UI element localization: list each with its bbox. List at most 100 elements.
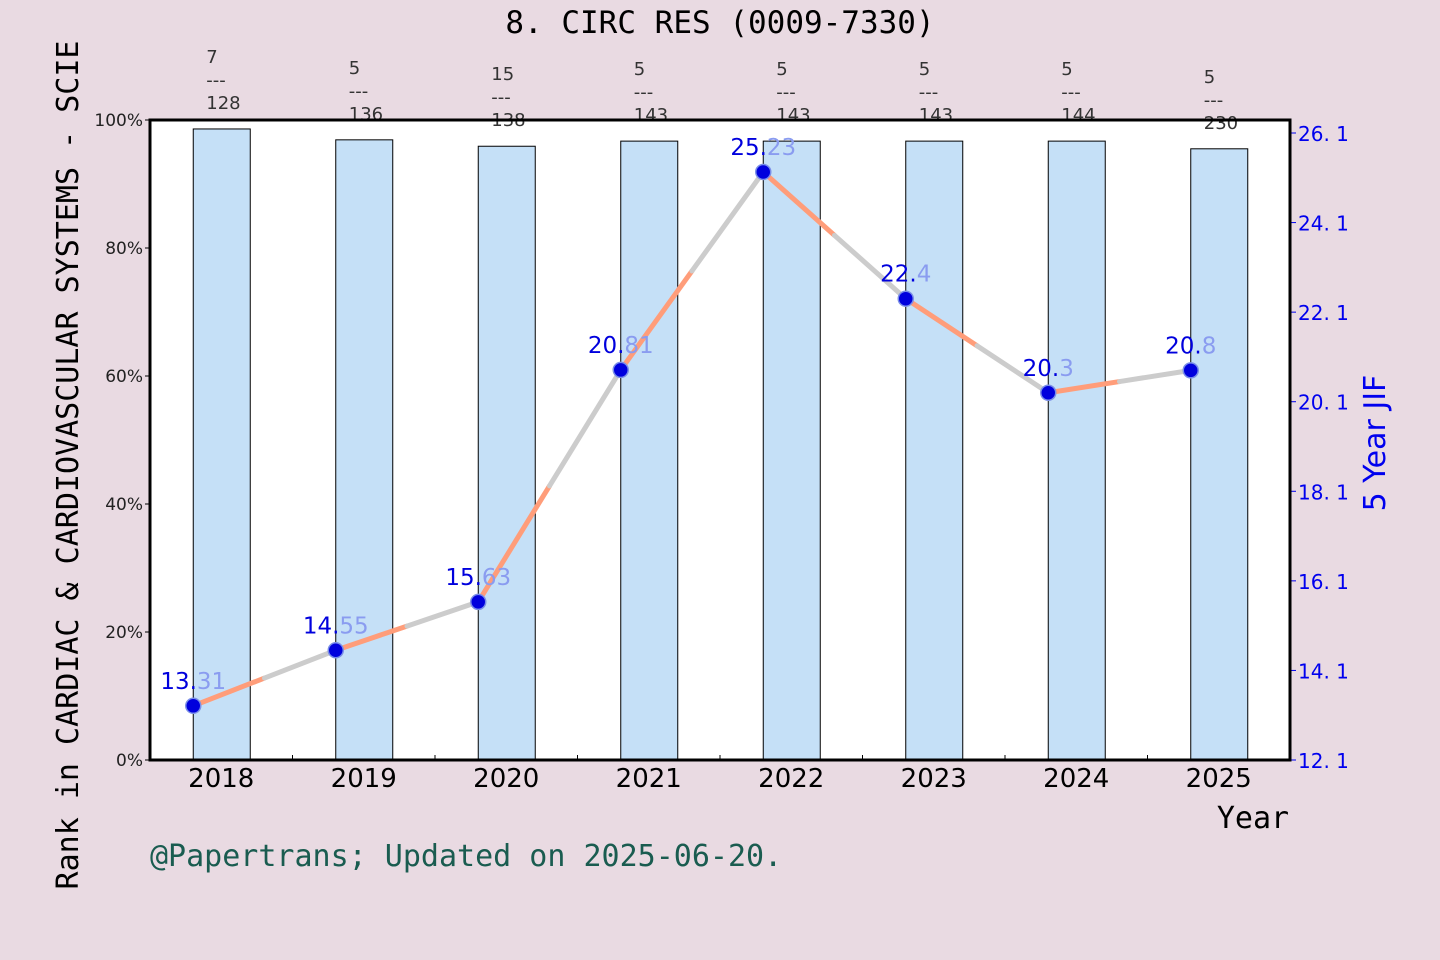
total-label: 143 [776, 105, 810, 126]
value-label-part: 20. [1023, 356, 1060, 382]
value-label: 20.3 [1023, 356, 1074, 382]
bar-2023 [905, 140, 964, 761]
line-segment [333, 623, 410, 653]
value-label-part: 23 [767, 135, 796, 161]
bar-2021 [620, 140, 679, 761]
left-tick-label: 40% [105, 495, 143, 515]
value-label-part: 81 [624, 333, 653, 359]
total-label: 230 [1204, 113, 1238, 134]
point-2019 [327, 642, 344, 659]
bar-2022 [762, 140, 821, 761]
line-segment [618, 268, 695, 373]
point-2025 [1182, 362, 1199, 379]
rank-separator: --- [1204, 90, 1224, 111]
point-2023 [897, 290, 914, 307]
value-label: 20.8 [1165, 333, 1216, 359]
line-segment [262, 647, 339, 681]
right-tick-label: 16. 1 [1298, 570, 1349, 594]
chart-title: 8. CIRC RES (0009-7330) [505, 5, 934, 41]
point-2024 [1040, 384, 1057, 402]
right-tick-label: 20. 1 [1298, 391, 1349, 415]
rank-label: 5 [1061, 59, 1072, 80]
line-segment [689, 169, 766, 274]
x-tick-label: 2023 [901, 764, 967, 794]
value-label-part: 31 [197, 669, 226, 695]
line-segment [1117, 367, 1194, 385]
x-tick-label: 2018 [188, 764, 254, 794]
rank-label: 5 [919, 59, 930, 80]
point-2020 [470, 593, 487, 611]
rank-separator: --- [776, 82, 796, 103]
left-tick-label: 100% [94, 111, 143, 131]
value-label-part: 63 [482, 565, 511, 591]
right-tick-label: 14. 1 [1298, 659, 1349, 683]
rank-label: 5 [634, 59, 645, 80]
value-label-part: 22. [880, 262, 917, 288]
rank-separator: --- [1061, 82, 1081, 103]
left-tick-label: 60% [105, 367, 143, 387]
left-tick-label: 0% [116, 751, 143, 771]
line-segment [475, 483, 552, 605]
value-label-part: 3 [1059, 356, 1074, 382]
value-label-part: 4 [917, 262, 932, 288]
value-label-part: 14. [303, 613, 340, 639]
total-label: 136 [349, 104, 383, 125]
value-label: 13.31 [160, 669, 226, 695]
point-2018 [185, 697, 202, 715]
bar-2019 [335, 139, 394, 761]
line-segment [760, 169, 837, 238]
right-tick-label: 22. 1 [1298, 301, 1349, 325]
rank-label: 7 [206, 47, 217, 68]
line-segment [903, 296, 980, 349]
value-label: 25.23 [730, 135, 796, 161]
value-label-part: 20. [1165, 333, 1202, 359]
value-label: 20.81 [588, 333, 654, 359]
total-label: 128 [206, 93, 240, 114]
line-segment [190, 675, 267, 709]
x-tick-label: 2020 [473, 764, 539, 794]
left-tick-label: 80% [105, 239, 143, 259]
point-2021 [612, 361, 629, 379]
bar-2024 [1047, 140, 1106, 761]
left-tick-label: 20% [105, 623, 143, 643]
value-label-part: 15. [445, 565, 482, 591]
rank-separator: --- [491, 87, 511, 108]
plot-frame [148, 118, 1292, 762]
x-tick-label: 2021 [616, 764, 682, 794]
x-axis-label: Year [1217, 801, 1289, 836]
value-label-part: 25. [730, 135, 767, 161]
plot-area [150, 120, 1290, 760]
right-tick-label: 26. 1 [1298, 122, 1349, 146]
total-label: 143 [634, 105, 668, 126]
x-tick-label: 2022 [758, 764, 824, 794]
bar-2018 [192, 128, 251, 761]
right-tick-label: 18. 1 [1298, 480, 1349, 504]
total-label: 144 [1061, 105, 1095, 126]
point-2022 [755, 163, 772, 181]
value-label-part: 8 [1202, 333, 1217, 359]
right-tick-label: 24. 1 [1298, 212, 1349, 236]
value-label-part: 13. [160, 669, 197, 695]
bar-2025 [1190, 148, 1249, 761]
bar-2020 [477, 145, 536, 761]
right-tick-label: 12. 1 [1298, 749, 1349, 773]
line-segment [1045, 379, 1122, 396]
total-label: 143 [919, 105, 953, 126]
rank-label: 15 [491, 64, 514, 85]
rank-label: 5 [349, 58, 360, 79]
rank-separator: --- [634, 82, 654, 103]
line-segment [404, 599, 481, 629]
rank-label: 5 [776, 59, 787, 80]
bars-group: 7---1285---13615---1385---1435---1435---… [192, 47, 1249, 761]
rank-separator: --- [206, 70, 226, 91]
rank-separator: --- [919, 82, 939, 103]
line-segment [974, 343, 1051, 396]
rank-separator: --- [349, 81, 369, 102]
left-axis-label: Rank in CARDIAC & CARDIOVASCULAR SYSTEMS… [51, 41, 86, 890]
line-segment [832, 232, 909, 302]
value-label: 22.4 [880, 262, 931, 288]
value-label-part: 55 [339, 613, 368, 639]
axes-group: 0% 20% 40% 60% 80% 100% 12. 1 14. 1 16. 1 18. 1 20… [94, 111, 1349, 794]
